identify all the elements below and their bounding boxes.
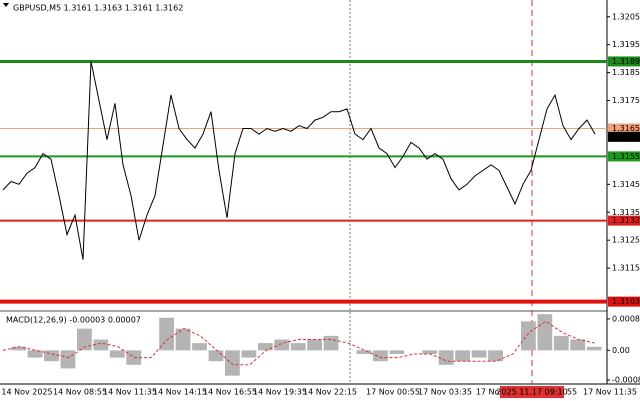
- macd-bar: [438, 350, 454, 365]
- y-tick-label: 0.00087: [612, 314, 640, 323]
- macd-bar: [274, 339, 290, 351]
- level-label: 1.3155: [612, 152, 640, 161]
- macd-bar: [389, 350, 405, 354]
- x-tick-label: 14 Nov 14:15: [153, 388, 207, 397]
- signal-line: [2, 320, 596, 366]
- x-tick-label: 14 Nov 16:55: [203, 388, 257, 397]
- x-tick-label: 17 Nov: [476, 388, 505, 397]
- macd-bar: [537, 314, 553, 351]
- macd-bar: [11, 346, 27, 351]
- level-label-bg: [608, 296, 640, 307]
- macd-bar: [159, 317, 175, 351]
- macd-bar: [60, 350, 76, 369]
- chart-title: GBPUSD,M5 1.3161 1.3163 1.3161 1.3162: [13, 4, 183, 13]
- macd-title: MACD(12,26,9) -0.00003 0.00007: [6, 316, 141, 325]
- macd-bar: [192, 343, 207, 351]
- macd-bar: [77, 328, 92, 351]
- level-label: 1.3103: [612, 297, 640, 306]
- macd-bar: [208, 350, 224, 362]
- macd-bar: [488, 350, 503, 362]
- macd-bar: [109, 350, 125, 358]
- x-tick-label: 14 Nov 22:15: [303, 388, 357, 397]
- current-price: 1.3162: [612, 132, 640, 141]
- y-tick-label: -0.00082: [612, 376, 640, 385]
- macd-bar: [175, 328, 191, 351]
- x-tick-label: 14 Nov 08:55: [53, 388, 107, 397]
- macd-bar: [373, 350, 388, 362]
- y-tick-label: 1.3125: [612, 236, 640, 245]
- y-tick-label: 1.3185: [612, 68, 640, 77]
- macd-bar: [586, 346, 602, 351]
- level-label: 1.3165: [612, 124, 640, 133]
- y-tick-label: 1.3175: [612, 96, 640, 105]
- macd-bar: [241, 350, 257, 358]
- level-label: 1.3189: [612, 57, 640, 66]
- macd-bar: [356, 350, 372, 354]
- level-label-bg: [608, 56, 640, 67]
- macd-bar: [570, 339, 586, 351]
- level-label-bg: [608, 215, 640, 226]
- level-label-bg: [608, 123, 640, 134]
- y-tick-label: 1.3135: [612, 208, 640, 217]
- macd-bar: [126, 350, 142, 365]
- level-label-bg: [608, 151, 640, 162]
- macd-bar: [27, 350, 43, 358]
- x-tick-label: 17 Nov 03:35: [418, 388, 472, 397]
- current-price-bg: [608, 131, 640, 142]
- macd-bar: [521, 321, 536, 351]
- macd-bar: [225, 350, 240, 376]
- price-line: [2, 61, 596, 260]
- x-tick-label: 14 Nov 19:35: [253, 388, 307, 397]
- macd-bar: [553, 335, 569, 351]
- x-tick-label: 14 Nov 2025: [1, 388, 52, 397]
- y-tick-label: 1.3195: [612, 40, 640, 49]
- symbol-arrow: [3, 3, 9, 7]
- y-tick-label: 1.3205: [612, 12, 640, 21]
- macd-bar: [307, 339, 323, 351]
- y-tick-label: 0.00: [612, 346, 630, 355]
- x-tick-label: 14 Nov 11:35: [103, 388, 157, 397]
- crosshair-label-bg: [500, 386, 564, 398]
- y-tick-label: 1.3115: [612, 264, 640, 273]
- macd-bar: [323, 335, 339, 351]
- macd-bar: [44, 350, 59, 362]
- level-label: 1.3132: [612, 216, 640, 225]
- macd-bar: [257, 343, 273, 351]
- x-tick-label: 17 Nov 11:35: [583, 388, 637, 397]
- macd-bar: [455, 350, 471, 362]
- x-tick-label: 55: [567, 388, 577, 397]
- macd-bar: [290, 343, 306, 351]
- y-tick-label: 1.3145: [612, 180, 640, 189]
- crosshair-label: 2025.11.17 09:10: [496, 388, 567, 397]
- x-tick-label: 17 Nov 00:55: [366, 388, 420, 397]
- macd-bar: [422, 350, 438, 354]
- macd-bar: [93, 339, 109, 351]
- macd-bar: [471, 350, 487, 358]
